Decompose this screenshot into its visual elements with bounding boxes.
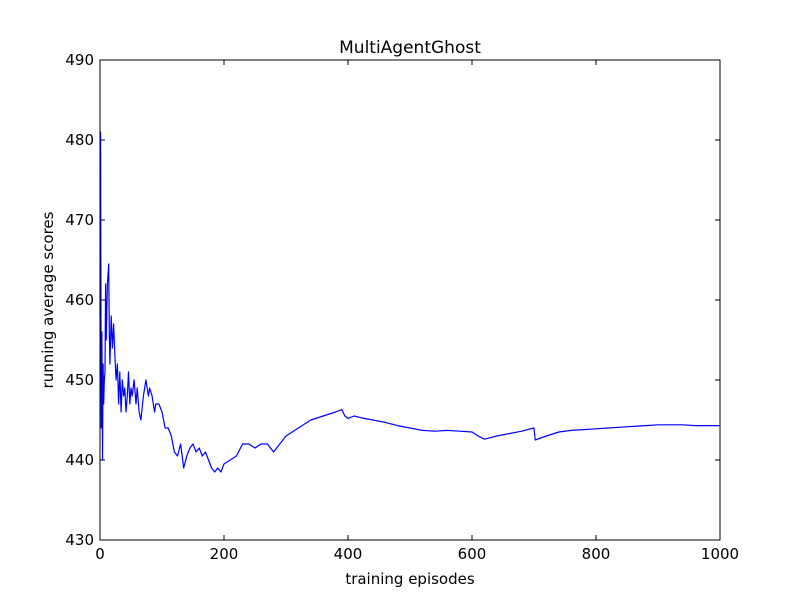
plot-area-frame: [99, 59, 721, 541]
y-tick-label: 460: [65, 291, 94, 309]
x-axis-label: training episodes: [345, 570, 475, 588]
x-tick-label: 0: [95, 545, 105, 563]
y-tick-label: 480: [65, 131, 94, 149]
x-tick-label: 800: [582, 545, 611, 563]
x-tick-label: 600: [458, 545, 487, 563]
chart-title: MultiAgentGhost: [339, 38, 481, 58]
x-tick-label: 200: [210, 545, 239, 563]
x-axis-ticks: 0 200 400 600 800 1000: [95, 60, 739, 563]
y-axis-label: running average scores: [39, 211, 57, 388]
series-layer: [99, 131, 720, 473]
y-tick-label: 470: [65, 211, 94, 229]
series-line-0: [99, 131, 720, 473]
x-tick-label: 1000: [701, 545, 739, 563]
x-tick-label: 400: [334, 545, 363, 563]
y-axis-ticks: 430 440 450 460 470 480 490: [65, 51, 720, 549]
y-tick-label: 440: [65, 451, 94, 469]
y-tick-label: 450: [65, 371, 94, 389]
y-tick-label: 430: [65, 531, 94, 549]
y-tick-label: 490: [65, 51, 94, 69]
